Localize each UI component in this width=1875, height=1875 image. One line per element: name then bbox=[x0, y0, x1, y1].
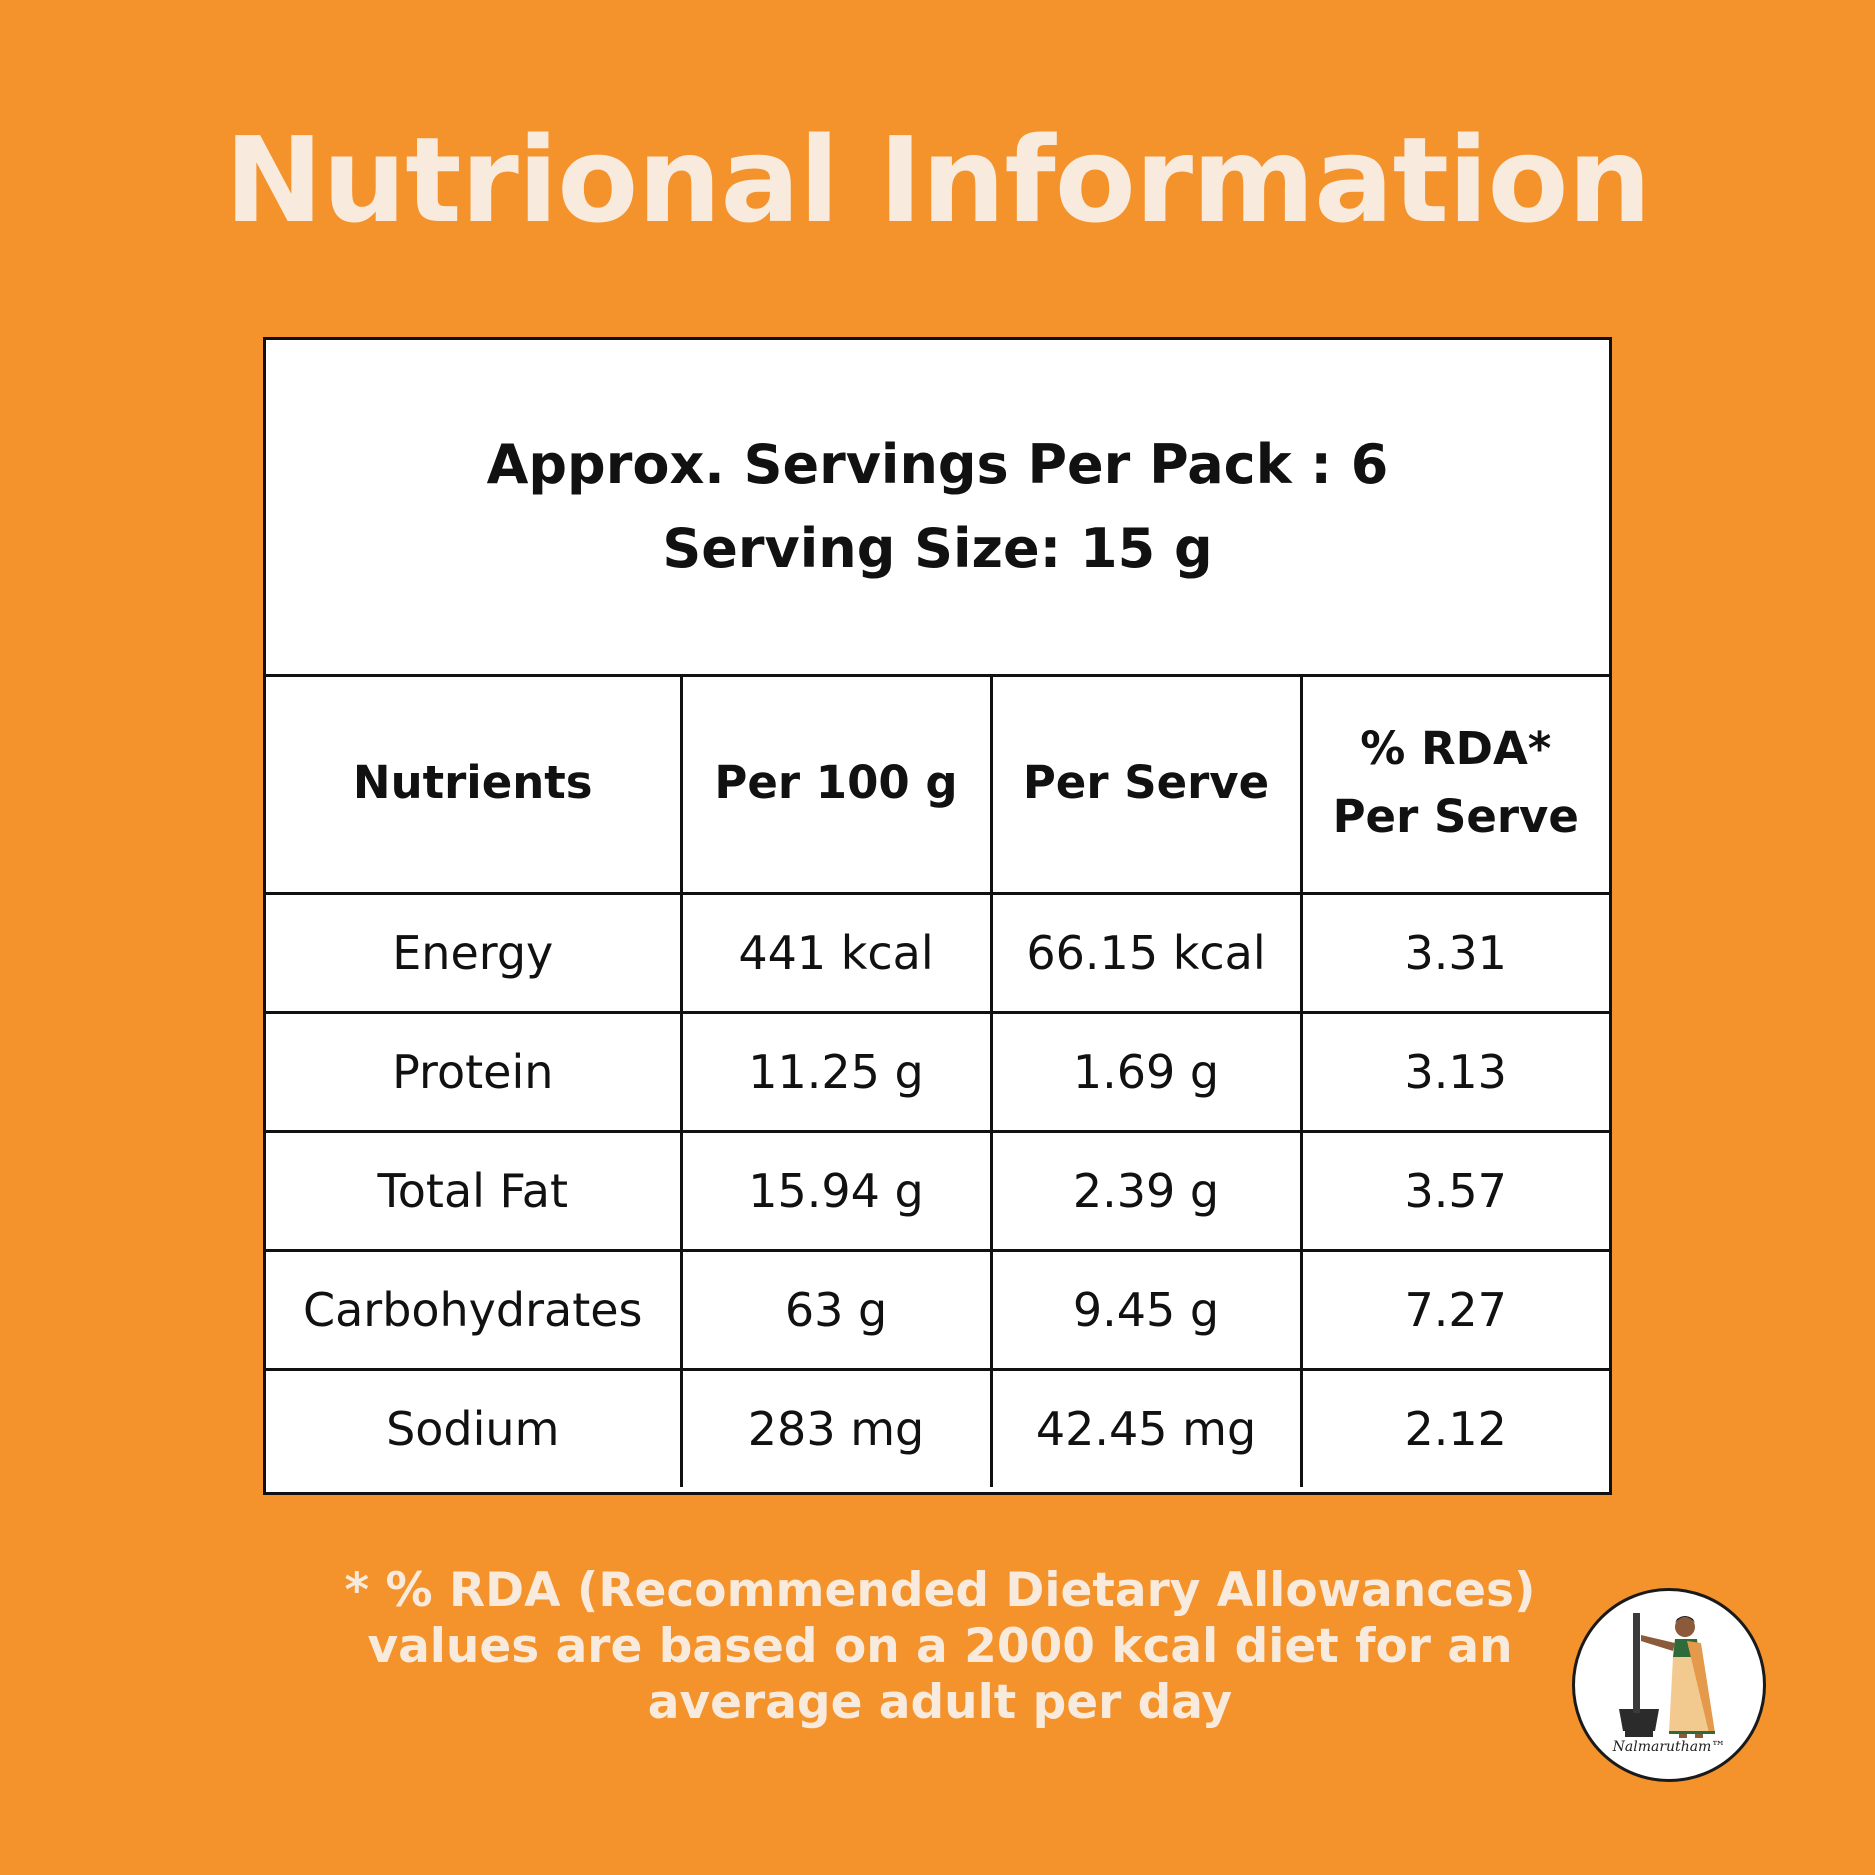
cell-per-100g: 63 g bbox=[679, 1249, 993, 1371]
servings-per-pack: Approx. Servings Per Pack : 6 bbox=[486, 433, 1389, 496]
header-per-100g: Per 100 g bbox=[679, 674, 993, 895]
cell-per-100g: 441 kcal bbox=[679, 892, 993, 1014]
cell-per-serve: 42.45 mg bbox=[989, 1368, 1303, 1487]
serving-size: Serving Size: 15 g bbox=[662, 517, 1213, 580]
header-rda-per-serve: % RDA* Per Serve bbox=[1299, 674, 1609, 895]
table-row: Total Fat 15.94 g 2.39 g 3.57 bbox=[266, 1130, 1609, 1252]
table-header-row: Nutrients Per 100 g Per Serve % RDA* Per… bbox=[266, 674, 1609, 895]
nutrition-panel: Approx. Servings Per Pack : 6 Serving Si… bbox=[263, 337, 1612, 1495]
header-nutrients: Nutrients bbox=[266, 674, 683, 895]
cell-nutrient: Energy bbox=[266, 892, 683, 1014]
nutrition-table: Nutrients Per 100 g Per Serve % RDA* Per… bbox=[266, 674, 1609, 1487]
table-row: Carbohydrates 63 g 9.45 g 7.27 bbox=[266, 1249, 1609, 1371]
cell-per-100g: 283 mg bbox=[679, 1368, 993, 1487]
cell-rda: 3.13 bbox=[1299, 1011, 1609, 1133]
cell-per-100g: 15.94 g bbox=[679, 1130, 993, 1252]
cell-nutrient: Sodium bbox=[266, 1368, 683, 1487]
cell-rda: 2.12 bbox=[1299, 1368, 1609, 1487]
footnote-line1: * % RDA (Recommended Dietary Allowances) bbox=[344, 1563, 1536, 1618]
brand-name: Nalmarutham™ bbox=[1612, 1739, 1726, 1755]
cell-rda: 3.57 bbox=[1299, 1130, 1609, 1252]
cell-nutrient: Total Fat bbox=[266, 1130, 683, 1252]
header-rda-line1: % RDA* bbox=[1360, 722, 1552, 775]
header-rda-line2: Per Serve bbox=[1332, 790, 1579, 843]
cell-per-serve: 2.39 g bbox=[989, 1130, 1303, 1252]
header-per-serve: Per Serve bbox=[989, 674, 1303, 895]
table-row: Sodium 283 mg 42.45 mg 2.12 bbox=[266, 1368, 1609, 1487]
cell-rda: 7.27 bbox=[1299, 1249, 1609, 1371]
cell-per-serve: 9.45 g bbox=[989, 1249, 1303, 1371]
brand-logo: Nalmarutham™ bbox=[1572, 1588, 1766, 1782]
table-row: Protein 11.25 g 1.69 g 3.13 bbox=[266, 1011, 1609, 1133]
rda-footnote: * % RDA (Recommended Dietary Allowances)… bbox=[270, 1563, 1610, 1731]
footnote-line3: average adult per day bbox=[647, 1675, 1233, 1730]
table-row: Energy 441 kcal 66.15 kcal 3.31 bbox=[266, 892, 1609, 1014]
footnote-line2: values are based on a 2000 kcal diet for… bbox=[367, 1619, 1513, 1674]
cell-per-100g: 11.25 g bbox=[679, 1011, 993, 1133]
cell-nutrient: Carbohydrates bbox=[266, 1249, 683, 1371]
cell-per-serve: 66.15 kcal bbox=[989, 892, 1303, 1014]
cell-nutrient: Protein bbox=[266, 1011, 683, 1133]
cell-per-serve: 1.69 g bbox=[989, 1011, 1303, 1133]
servings-info: Approx. Servings Per Pack : 6 Serving Si… bbox=[266, 340, 1609, 677]
cell-rda: 3.31 bbox=[1299, 892, 1609, 1014]
woman-with-grinder-icon bbox=[1619, 1613, 1715, 1738]
page-title: Nutrional Information bbox=[224, 111, 1651, 249]
